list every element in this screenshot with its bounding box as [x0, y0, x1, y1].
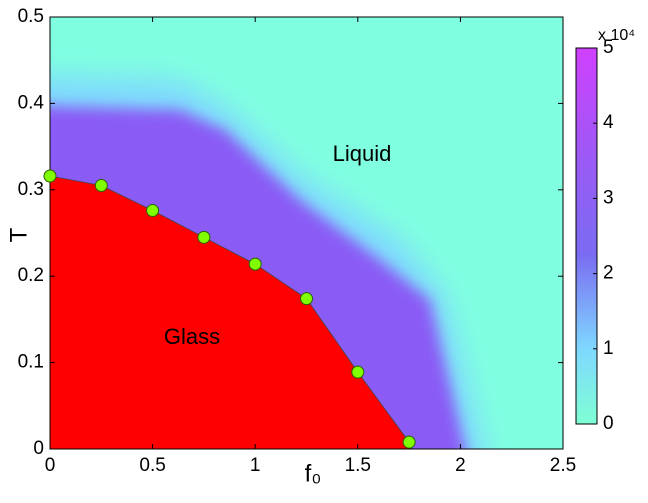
- y-tick-label: 0.3: [18, 179, 44, 200]
- data-point: [248, 257, 262, 271]
- y-axis-label: T: [5, 227, 32, 242]
- y-tick-label: 0.1: [18, 352, 44, 373]
- colorbar-tick-label: 0: [603, 413, 614, 434]
- x-tick-label: 0: [45, 455, 56, 476]
- plot-frame: [49, 16, 564, 450]
- field: [50, 17, 563, 449]
- y-tick-label: 0.2: [18, 265, 44, 286]
- x-tick-label: 0.5: [139, 455, 165, 476]
- colorbar-label: x 10⁴: [598, 27, 635, 44]
- colorbar-tick-label: 1: [603, 338, 614, 359]
- colorbar-tick-label: 3: [603, 187, 614, 208]
- y-tick-label: 0.4: [18, 92, 45, 113]
- data-point: [402, 435, 416, 449]
- colorbar-tick-label: 5: [603, 37, 614, 58]
- x-tick-label: 2.5: [550, 455, 576, 476]
- data-point: [146, 204, 160, 218]
- annotation: Liquid: [333, 141, 392, 166]
- x-tick-label: 2: [455, 455, 466, 476]
- annotation: Glass: [164, 324, 220, 349]
- x-tick-label: 1: [250, 455, 261, 476]
- colorbar: [575, 47, 598, 425]
- colorbar-tick-label: 2: [603, 263, 614, 284]
- y-tick-label: 0.5: [18, 6, 44, 27]
- colorbar-tick-label: 4: [603, 112, 614, 133]
- x-axis-label: f₀: [305, 460, 322, 487]
- y-tick-label: 0: [33, 438, 44, 459]
- data-point: [351, 365, 365, 379]
- data-point: [197, 230, 211, 244]
- data-point: [300, 292, 313, 306]
- data-point: [43, 169, 57, 183]
- data-point: [94, 178, 108, 192]
- x-tick-label: 1.5: [345, 455, 371, 476]
